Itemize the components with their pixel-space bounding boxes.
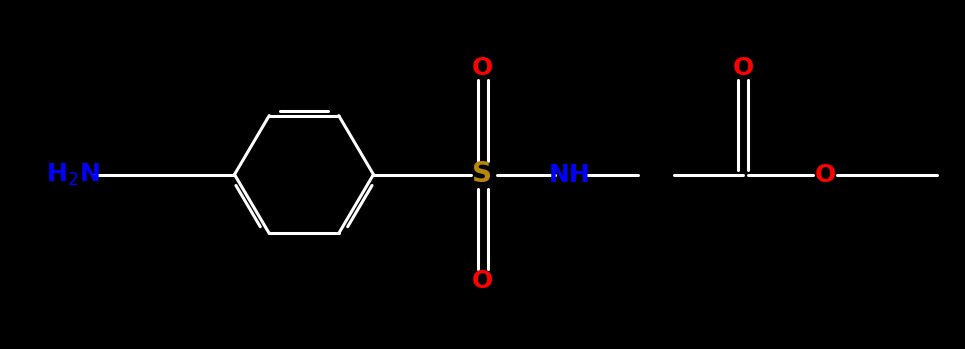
Text: O: O xyxy=(472,269,493,293)
Text: S: S xyxy=(473,161,492,188)
Text: O: O xyxy=(732,56,754,80)
Text: O: O xyxy=(472,56,493,80)
Text: NH: NH xyxy=(548,163,591,186)
Text: O: O xyxy=(814,163,836,186)
Text: H$_2$N: H$_2$N xyxy=(45,161,99,188)
